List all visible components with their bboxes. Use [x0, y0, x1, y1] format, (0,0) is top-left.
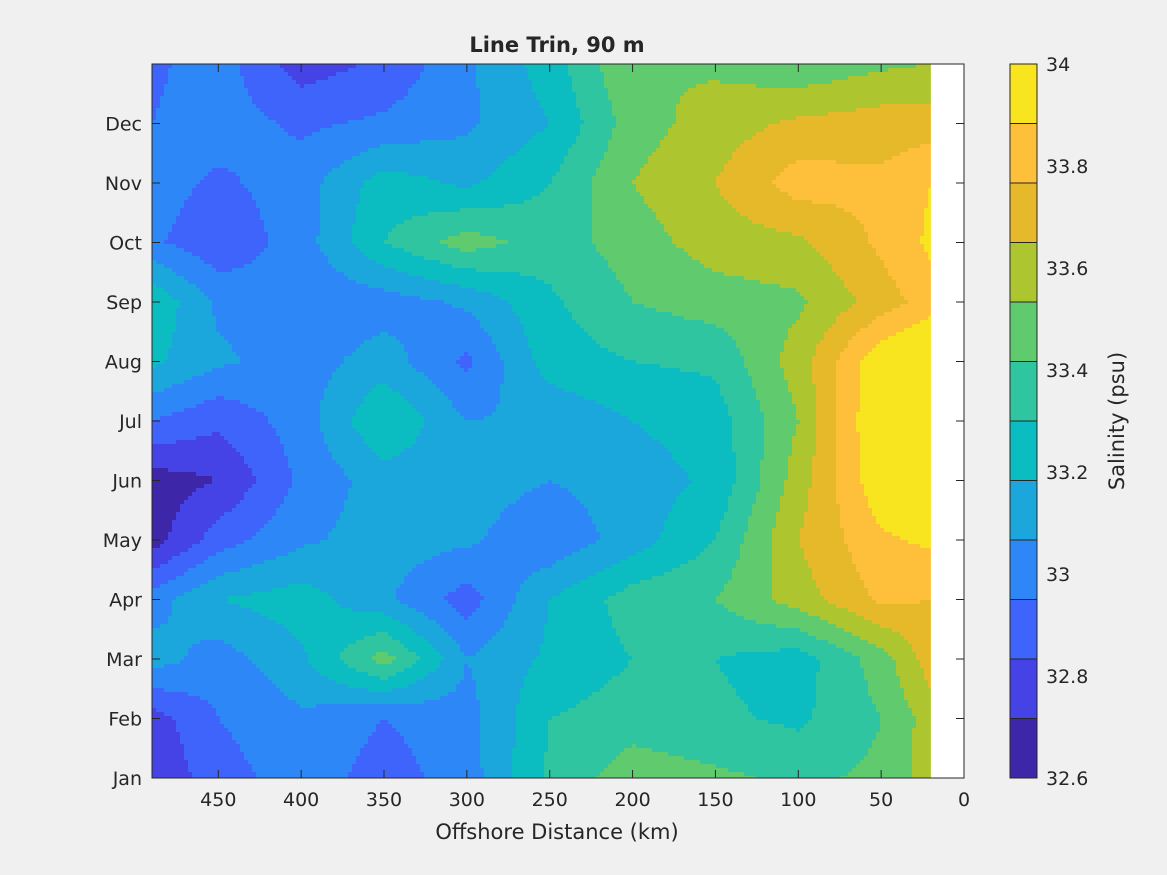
- colorbar-swatch: [1010, 64, 1037, 124]
- colorbar-swatch: [1010, 302, 1037, 362]
- x-tick-label: 300: [449, 789, 485, 811]
- colorbar-tick-label: 34: [1046, 54, 1070, 76]
- x-tick-label: 350: [366, 789, 402, 811]
- y-tick-label: May: [103, 530, 142, 552]
- colorbar-tick-label: 33.4: [1046, 360, 1088, 382]
- salinity-contour-field: [152, 64, 931, 778]
- colorbar-swatch: [1010, 123, 1037, 184]
- y-tick-label: Jan: [112, 768, 142, 790]
- colorbar-tick-label: 33: [1046, 564, 1070, 586]
- y-tick-label: Nov: [105, 173, 142, 195]
- x-tick-label: 0: [958, 789, 970, 811]
- colorbar-frame: [1009, 63, 1038, 779]
- colorbar-swatch: [1010, 718, 1037, 779]
- colorbar: 32.6 32.8 33 33.2 33.4 33.6 33.8 34: [1009, 54, 1088, 790]
- x-axis-label: Offshore Distance (km): [435, 820, 678, 844]
- x-tick-label: 100: [780, 789, 816, 811]
- colorbar-swatch: [1010, 361, 1037, 422]
- x-axis: 450 400 350 300 250 200 150 100 50 0: [200, 64, 970, 811]
- colorbar-swatch: [1010, 480, 1037, 541]
- y-tick-label: Apr: [109, 590, 142, 612]
- y-tick-label: Oct: [109, 233, 142, 255]
- colorbar-tick-label: 33.6: [1046, 258, 1088, 280]
- chart-title: Line Trin, 90 m: [469, 33, 644, 57]
- x-tick-label: 250: [532, 789, 568, 811]
- colorbar-tick-label: 33.2: [1046, 462, 1088, 484]
- y-tick-label: Jun: [111, 471, 142, 493]
- y-axis: Jan Feb Mar Apr May Jun Jul Aug Sep Oct Nov Dec: [103, 114, 964, 790]
- colorbar-swatch: [1010, 540, 1037, 600]
- y-tick-label: Jul: [118, 411, 142, 433]
- colorbar-swatch: [1010, 242, 1037, 303]
- y-tick-label: Aug: [105, 352, 142, 374]
- y-tick-label: Dec: [105, 114, 142, 136]
- y-tick-label: Sep: [106, 292, 142, 314]
- x-tick-label: 150: [697, 789, 733, 811]
- colorbar-swatch: [1010, 599, 1037, 660]
- colorbar-swatch: [1010, 421, 1037, 481]
- y-tick-label: Feb: [108, 709, 142, 731]
- colorbar-tick-label: 33.8: [1046, 156, 1088, 178]
- colorbar-swatch: [1010, 659, 1037, 719]
- colorbar-swatch: [1010, 183, 1037, 243]
- x-tick-label: 50: [869, 789, 893, 811]
- x-tick-label: 200: [614, 789, 650, 811]
- colorbar-tick-label: 32.8: [1046, 666, 1088, 688]
- colorbar-label: Salinity (psu): [1105, 352, 1129, 490]
- y-tick-label: Mar: [106, 649, 142, 671]
- x-tick-label: 400: [283, 789, 319, 811]
- x-tick-label: 450: [200, 789, 236, 811]
- colorbar-tick-label: 32.6: [1046, 768, 1088, 790]
